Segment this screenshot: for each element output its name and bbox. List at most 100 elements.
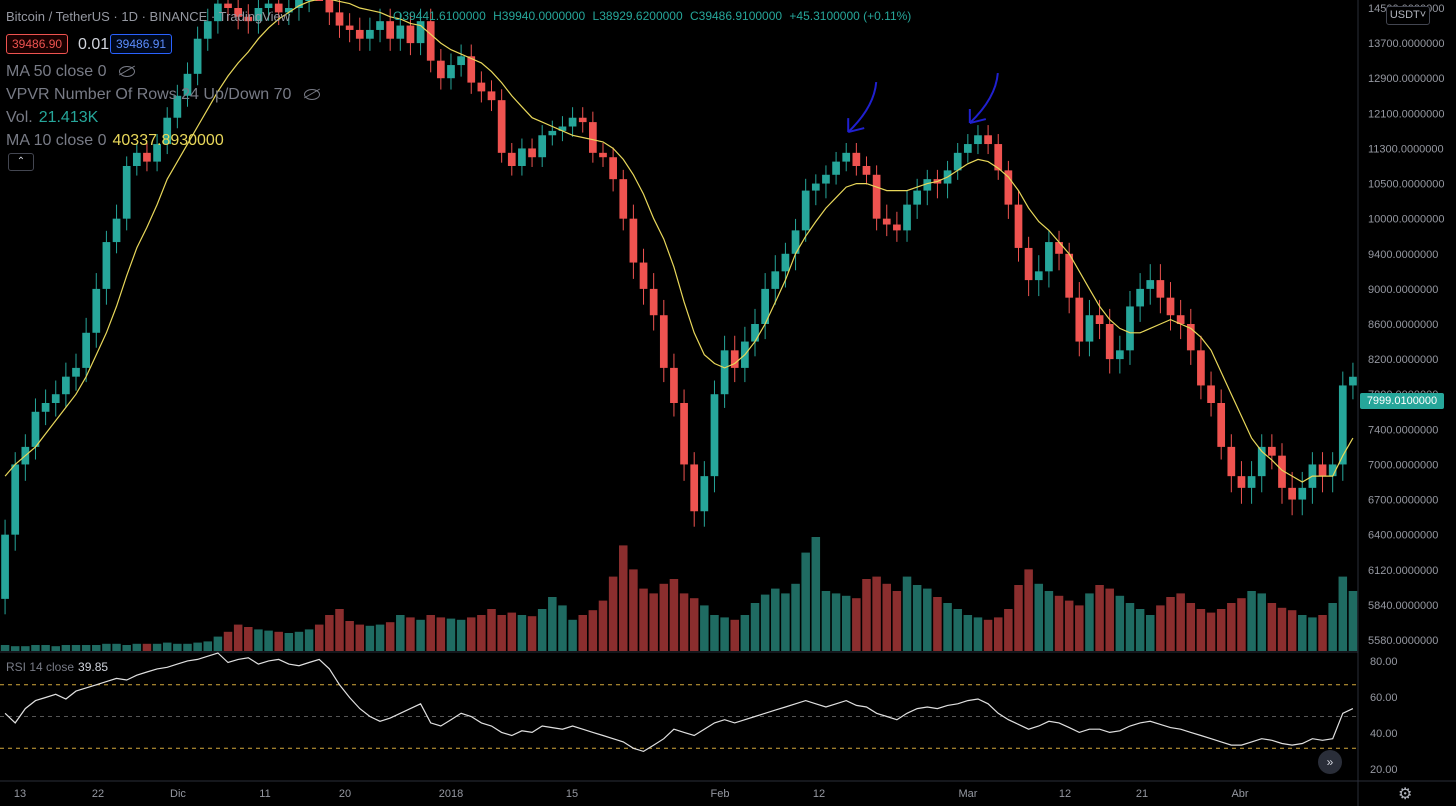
candle-body [406, 25, 415, 44]
candle-body [477, 82, 486, 92]
volume-bar [710, 615, 719, 651]
candle-body [1338, 385, 1347, 465]
rsi-legend[interactable]: RSI 14 close 39.85 [6, 660, 108, 674]
volume-bar [923, 588, 932, 651]
volume-bar [1024, 569, 1033, 651]
candle-body [153, 144, 161, 162]
price-tick-label: 9000.0000000 [1368, 284, 1438, 296]
hidden-eye-icon[interactable] [303, 89, 320, 101]
ma10-legend[interactable]: MA 10 close 0 40337.8930000 [6, 132, 224, 150]
candle-body [923, 179, 932, 191]
volume-bar [466, 617, 476, 651]
volume-bar [487, 609, 496, 651]
price-tick-label: 10500.0000000 [1368, 179, 1444, 191]
candle-body [183, 73, 192, 96]
volume-bar [1145, 615, 1155, 651]
candle-body [1136, 288, 1144, 307]
candle-body [244, 16, 253, 22]
candle-body [639, 262, 648, 289]
volume-bar [132, 643, 142, 651]
rsi-value: 39.85 [78, 660, 109, 674]
volume-bar [385, 622, 395, 651]
price-tick-label: 6400.0000000 [1368, 530, 1438, 542]
candle-body [832, 161, 840, 175]
volume-bar [274, 631, 283, 651]
ma50-legend[interactable]: MA 50 close 0 [6, 63, 135, 81]
scroll-to-realtime-button[interactable]: » [1318, 750, 1342, 774]
settings-gear-icon[interactable]: ⚙ [1398, 786, 1413, 803]
close-value: C39486.9100000 [689, 9, 783, 23]
symbol-title[interactable]: Bitcoin / TetherUS · 1D · BINANCE · Trad… [6, 9, 291, 24]
volume-bar [1064, 600, 1074, 651]
volume-bar [740, 615, 750, 651]
volume-bar [406, 617, 415, 651]
candle-body [903, 204, 911, 231]
buy-button[interactable]: 39486.91 [110, 34, 173, 54]
price-tick-label: 5580.0000000 [1368, 635, 1438, 647]
low-value: L38929.6200000 [592, 9, 683, 23]
candle-body [325, 0, 334, 13]
candle-body [82, 332, 90, 368]
volume-bar [1105, 588, 1114, 651]
volume-bar [608, 576, 618, 651]
candle-body [751, 324, 759, 342]
candle-body [1045, 242, 1053, 272]
candle-body [1207, 385, 1215, 403]
volume-bar [1247, 591, 1256, 651]
volume-bar [314, 624, 324, 651]
collapse-legend-button[interactable]: ⌃ [8, 153, 34, 171]
change-value: +45.3100000 (+0.11%) [789, 9, 912, 23]
candle-body [1298, 487, 1307, 500]
volume-bar [983, 619, 993, 651]
candle-body [284, 8, 293, 13]
volume-bar [781, 593, 790, 651]
volume-bar [1095, 585, 1104, 651]
volume-bar [1085, 593, 1094, 651]
volume-bar [659, 583, 669, 651]
annotation-arrow [847, 81, 878, 133]
volume-bar [375, 624, 385, 651]
price-tick-label: 8600.0000000 [1368, 319, 1438, 331]
sell-button[interactable]: 39486.90 [6, 34, 69, 54]
vpvr-legend[interactable]: VPVR Number Of Rows 24 Up/Down 70 [6, 86, 320, 104]
volume-bar [355, 624, 365, 651]
candle-body [953, 152, 962, 171]
volume-bar [294, 631, 304, 651]
candle-body [234, 8, 243, 17]
candle-body [659, 315, 668, 368]
candle-body [730, 350, 739, 368]
candle-body [355, 29, 364, 39]
price-tick-label: 13700.0000000 [1368, 38, 1444, 50]
candle-body [1156, 280, 1165, 298]
candle-body [1247, 476, 1256, 488]
price-tick-label: 7400.0000000 [1368, 424, 1438, 436]
price-tick-label: 10000.0000000 [1368, 214, 1444, 226]
volume-bar [1176, 593, 1185, 651]
volume-bar [1186, 603, 1196, 651]
candle-body [1278, 455, 1286, 488]
volume-bar [902, 576, 912, 651]
time-tick-label: Mar [959, 788, 978, 800]
candle-body [1004, 170, 1013, 205]
candle-body [467, 56, 476, 83]
candle-body [518, 148, 526, 166]
candle-body [1105, 324, 1114, 360]
volume-bar [1328, 603, 1337, 651]
volume-bar [10, 646, 20, 651]
candle-body [163, 117, 172, 145]
volume-bar [537, 609, 547, 651]
hidden-eye-icon[interactable] [118, 66, 135, 78]
price-tick-label: 5840.0000000 [1368, 600, 1438, 612]
volume-legend[interactable]: Vol. 21.413K [6, 109, 98, 127]
candle-body [1115, 350, 1124, 360]
candle-body [11, 464, 20, 535]
candle-body [335, 12, 344, 26]
candle-body [893, 224, 901, 231]
candle-body [649, 288, 658, 316]
volume-bar [1135, 609, 1145, 651]
currency-button[interactable]: USDT˅ [1386, 6, 1430, 25]
candle-body [1237, 476, 1246, 488]
price-tick-label: 7000.0000000 [1368, 459, 1438, 471]
volume-bar [892, 591, 902, 651]
